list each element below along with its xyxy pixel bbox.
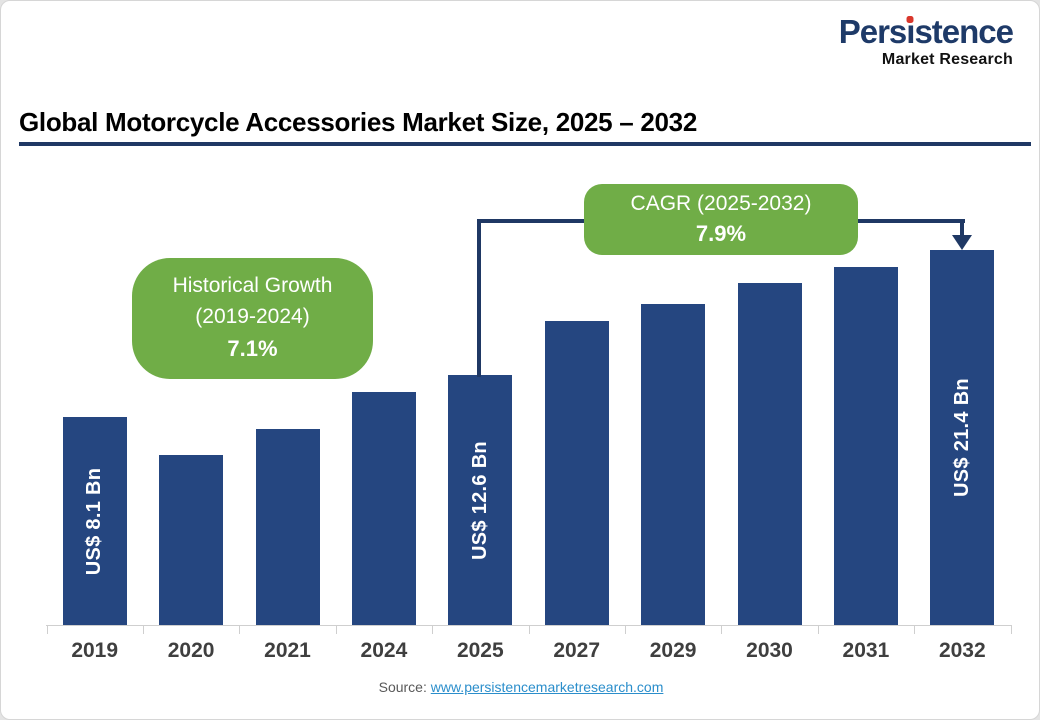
- logo-red-dot-icon: [906, 16, 914, 23]
- historical-growth-value: 7.1%: [227, 336, 278, 362]
- bar-2031: [833, 267, 898, 625]
- connector-line-2032: [960, 219, 964, 237]
- bar-value-label-2032: US$ 21.4 Bn: [950, 378, 973, 497]
- persistence-logo: Persı stence Market Research: [838, 13, 1014, 68]
- bar-2032: US$ 21.4 Bn: [930, 250, 995, 625]
- x-axis-label-2020: 2020: [167, 639, 215, 662]
- x-axis-label-2031: 2031: [842, 639, 890, 662]
- cagr-value: 7.9%: [695, 220, 747, 246]
- bar-2020: [159, 455, 224, 625]
- x-axis-label-2027: 2027: [553, 639, 601, 662]
- axis-tick: [624, 625, 626, 634]
- bar-value-label-2025: US$ 12.6 Bn: [468, 440, 491, 560]
- logo-secondary: Market Research: [881, 50, 1013, 68]
- historical-growth-callout: Historical Growth (2019-2024) 7.1%: [132, 258, 373, 379]
- axis-tick: [142, 625, 144, 634]
- bar-2029: [641, 304, 706, 625]
- bar-2019: US$ 8.1 Bn: [62, 417, 127, 625]
- axis-tick: [721, 625, 723, 634]
- x-axis-label-2032: 2032: [938, 639, 986, 662]
- source-label: Source:: [378, 679, 427, 695]
- axis-tick: [528, 625, 530, 634]
- x-axis-label-2024: 2024: [360, 639, 408, 662]
- axis-tick: [239, 625, 241, 634]
- arrow-down-icon: [952, 235, 972, 250]
- logo-primary: Persı stence: [838, 13, 1014, 50]
- bar-2024: [351, 392, 416, 625]
- historical-growth-line2: (2019-2024): [195, 305, 310, 329]
- cagr-callout: CAGR (2025-2032) 7.9%: [584, 184, 858, 255]
- x-axis-label-2025: 2025: [456, 639, 504, 662]
- x-axis-label-2021: 2021: [264, 639, 311, 662]
- source-link[interactable]: www.persistencemarketresearch.com: [430, 679, 664, 695]
- bar-2021: [255, 429, 320, 625]
- axis-tick: [432, 625, 434, 634]
- cagr-line1: CAGR (2025-2032): [630, 192, 812, 216]
- axis-tick: [914, 625, 916, 634]
- bar-2025: US$ 12.6 Bn: [448, 375, 513, 625]
- title-underline: [19, 142, 1031, 146]
- source-line: Source: www.persistencemarketresearch.co…: [1, 679, 1039, 695]
- axis-tick: [46, 625, 48, 634]
- page-title: Global Motorcycle Accessories Market Siz…: [19, 107, 697, 137]
- bar-value-label-2019: US$ 8.1 Bn: [83, 467, 106, 575]
- axis-tick: [817, 625, 819, 634]
- bar-2027: [544, 321, 609, 625]
- axis-tick: [1010, 625, 1012, 634]
- connector-line-2025: [477, 219, 481, 377]
- bar-2030: [737, 283, 802, 625]
- x-axis-label-2029: 2029: [649, 639, 697, 662]
- axis-tick: [335, 625, 337, 634]
- historical-growth-line1: Historical Growth: [172, 274, 333, 298]
- x-axis-label-2019: 2019: [71, 639, 119, 662]
- x-axis-label-2030: 2030: [746, 639, 793, 662]
